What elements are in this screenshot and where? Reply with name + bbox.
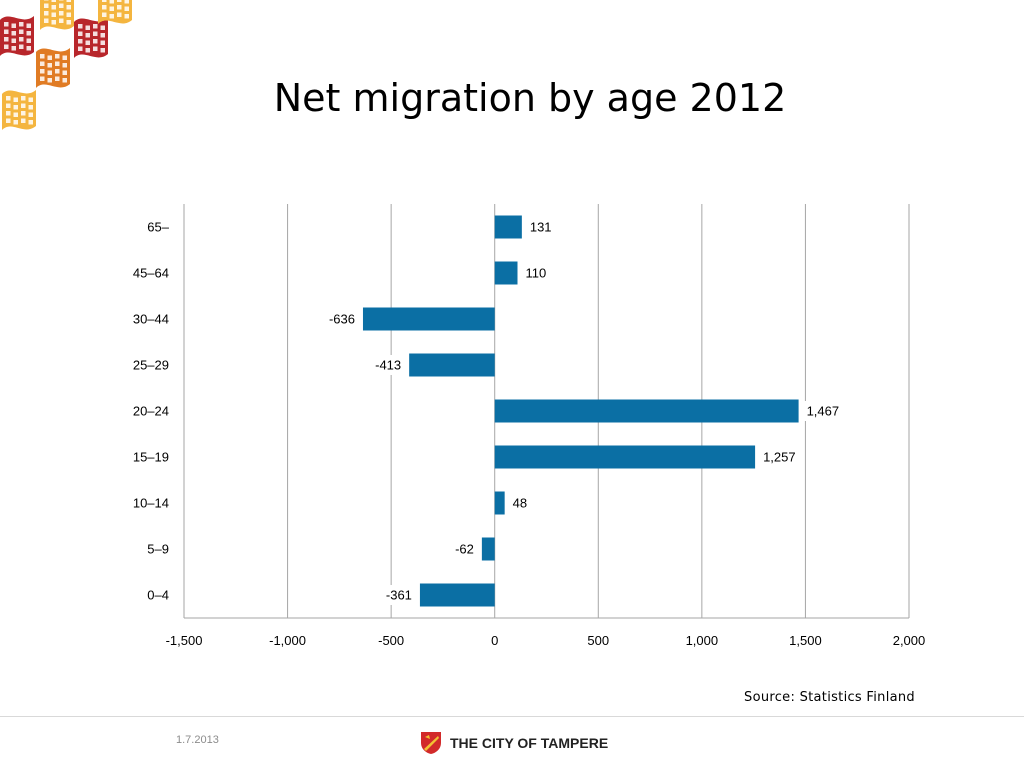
bar	[494, 261, 518, 285]
data-label-bg	[802, 401, 845, 421]
bar	[481, 537, 495, 561]
y-tick-label: 30–44	[133, 312, 169, 327]
x-tick-label: 0	[491, 633, 498, 648]
x-tick-label: 2,000	[893, 633, 926, 648]
chart-title: Net migration by age 2012	[273, 76, 787, 120]
data-label: -62	[455, 542, 474, 557]
footer-date: 1.7.2013	[176, 734, 219, 746]
data-label: -636	[329, 312, 355, 327]
bar	[494, 491, 505, 515]
source-note: Source: Statistics Finland	[744, 690, 915, 705]
tampere-crest-icon	[421, 732, 441, 754]
x-tick-label: -1,500	[166, 633, 203, 648]
x-tick-label: 500	[587, 633, 609, 648]
data-label-bg	[508, 493, 530, 513]
y-tick-label: 65–	[147, 220, 169, 235]
data-label: 110	[526, 266, 547, 281]
data-label-bg	[525, 217, 554, 237]
data-label-bg	[381, 585, 416, 605]
bar	[419, 583, 495, 607]
data-label-bg	[324, 309, 359, 329]
data-label: -413	[375, 358, 401, 373]
y-tick-label: 10–14	[133, 496, 169, 511]
x-tick-label: 1,000	[686, 633, 719, 648]
data-label: -361	[386, 588, 412, 603]
data-label: 131	[530, 220, 552, 235]
x-tick-label: -500	[378, 633, 404, 648]
city-name: THE CITY OF TAMPERE	[450, 735, 609, 751]
bar	[362, 307, 495, 331]
y-tick-label: 0–4	[147, 588, 169, 603]
bar-chart: -1,500 -1,000 -500 0 500 1,000 1,500 2,000 65– 13…	[133, 204, 926, 648]
x-tick-label: -1,000	[269, 633, 306, 648]
data-label-bg	[450, 539, 478, 559]
y-tick-label: 45–64	[133, 266, 169, 281]
y-tick-label: 25–29	[133, 358, 169, 373]
logo-icon	[0, 0, 132, 130]
y-tick-label: 20–24	[133, 404, 169, 419]
data-label: 48	[513, 496, 527, 511]
footer-divider	[0, 716, 1024, 717]
y-tick-label: 15–19	[133, 450, 169, 465]
bar	[494, 399, 799, 423]
y-tick-label: 5–9	[147, 542, 169, 557]
data-label-bg	[759, 447, 802, 467]
data-label-bg	[521, 263, 550, 283]
data-label: 1,257	[763, 450, 796, 465]
bar	[409, 353, 495, 377]
data-label: 1,467	[807, 404, 840, 419]
x-tick-label: 1,500	[789, 633, 822, 648]
data-label-bg	[370, 355, 406, 375]
bar	[494, 445, 756, 469]
city-branding: THE CITY OF TAMPERE	[420, 731, 608, 755]
bar	[494, 215, 522, 239]
